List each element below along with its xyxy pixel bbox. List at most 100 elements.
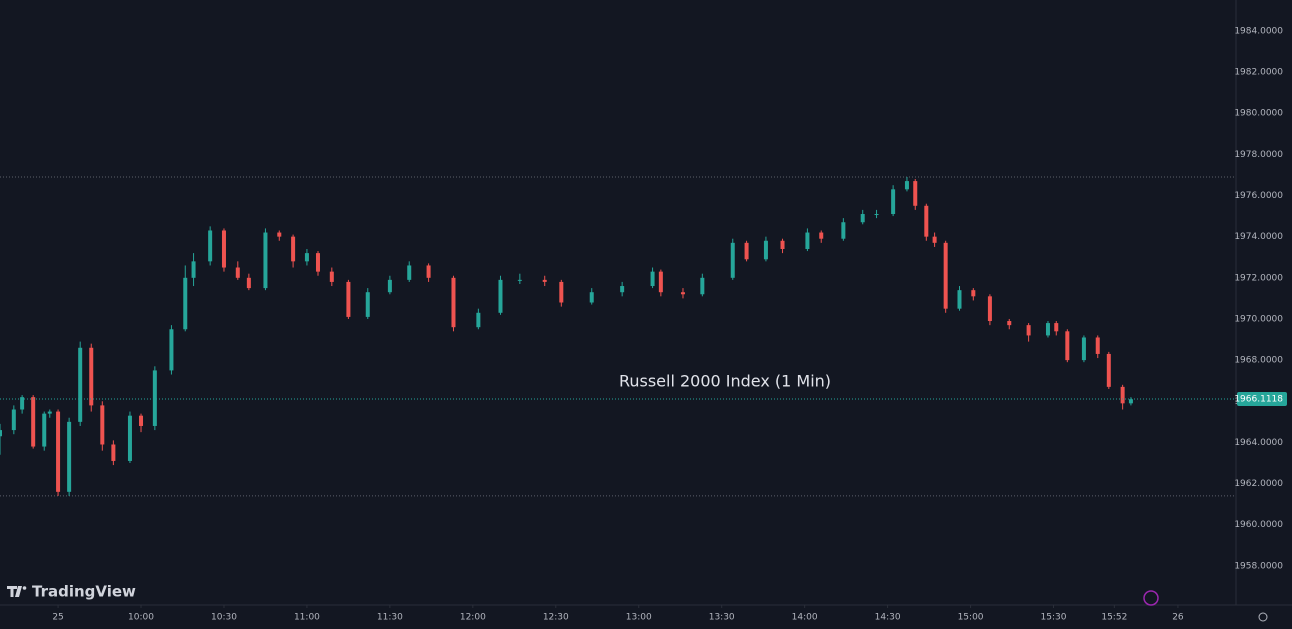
candle-body [971, 290, 976, 297]
candle-body [987, 296, 992, 322]
candle-body [860, 214, 865, 223]
candle-body [111, 444, 116, 461]
candle-body [346, 281, 351, 317]
candle-body [620, 286, 625, 293]
candle-body [191, 261, 196, 278]
x-tick-label: 13:30 [709, 613, 735, 623]
x-tick-label: 15:52 [1101, 613, 1127, 623]
candle-body [913, 181, 918, 206]
settings-icon[interactable] [1258, 612, 1268, 622]
candle-body [559, 281, 564, 303]
candle-body [589, 292, 594, 303]
x-tick-label: 10:00 [128, 613, 154, 623]
y-tick-label: 1970.0000 [1234, 314, 1283, 324]
candle-body [246, 277, 251, 289]
candle-body [89, 347, 94, 406]
candle-body [407, 265, 412, 280]
logo [7, 586, 27, 597]
y-tick-label: 1976.0000 [1234, 191, 1283, 201]
candle-body [67, 421, 72, 492]
candle-body [329, 271, 334, 282]
candle-body [169, 329, 174, 371]
candle-body [1081, 337, 1086, 361]
candle-body [263, 232, 268, 289]
chart-title: Russell 2000 Index (1 Min) [619, 372, 831, 391]
candle-body [1054, 323, 1059, 332]
x-tick-label: 25 [52, 613, 63, 623]
x-tick-label: 15:30 [1041, 613, 1067, 623]
candle-body [47, 411, 52, 414]
candle-body [235, 267, 240, 278]
candle-body [805, 232, 810, 249]
x-tick-label: 11:30 [377, 613, 403, 623]
candle-body [78, 347, 83, 422]
candle-body [680, 292, 685, 295]
candle-body [891, 189, 896, 215]
x-tick-label: 14:00 [792, 613, 818, 623]
candle-body [1120, 386, 1125, 404]
candle-body [943, 242, 948, 309]
candle-body [476, 312, 481, 328]
candle-body [127, 415, 132, 461]
candle-body [387, 279, 392, 293]
candle-body [291, 236, 296, 262]
candle-body [56, 411, 61, 492]
y-tick-label: 1984.0000 [1234, 26, 1283, 36]
candle-body [1026, 325, 1031, 336]
candle-body [498, 279, 503, 313]
candle-body [957, 290, 962, 309]
candle-body [932, 236, 937, 243]
candle-body [730, 242, 735, 278]
watermark: TradingView [32, 583, 136, 601]
x-tick-label: 12:30 [543, 613, 569, 623]
candle-body [780, 240, 785, 249]
y-tick-label: 1982.0000 [1234, 68, 1283, 78]
candle-body [365, 292, 370, 317]
candle-body [517, 279, 522, 281]
candle-body [426, 265, 431, 278]
y-tick-label: 1968.0000 [1234, 356, 1283, 366]
x-tick-label: 14:30 [875, 613, 901, 623]
candle-body [0, 430, 2, 437]
last-price-badge [1237, 391, 1287, 406]
candle-body [42, 413, 47, 447]
candle-body [152, 370, 157, 426]
candle-body [542, 279, 547, 282]
candle-body [315, 253, 320, 272]
y-tick-label: 1978.0000 [1234, 150, 1283, 160]
candle-body [1106, 353, 1111, 387]
x-tick-label: 13:00 [626, 613, 652, 623]
candle-body [1007, 321, 1012, 326]
candle-body [277, 232, 282, 237]
y-tick-label: 1972.0000 [1234, 273, 1283, 283]
candle-body [658, 271, 663, 293]
candle-body [700, 277, 705, 295]
alert-icon[interactable] [1143, 590, 1159, 606]
candle-body [139, 415, 144, 426]
candle-body [763, 240, 768, 260]
candle-body [924, 205, 929, 237]
candle-body [31, 397, 36, 447]
candle-body [183, 277, 188, 330]
candle-body [1045, 323, 1050, 336]
y-tick-label: 1958.0000 [1234, 561, 1283, 571]
candle-body [100, 405, 105, 445]
y-tick-label: 1964.0000 [1234, 438, 1283, 448]
candle-body [451, 277, 456, 328]
last-price-label: 1966.1118 [1234, 394, 1283, 404]
x-tick-label: 15:00 [958, 613, 984, 623]
candle-body [874, 214, 879, 216]
candle-body [1128, 399, 1133, 404]
candle-body [20, 397, 25, 410]
candle-body [841, 222, 846, 239]
y-tick-label: 1962.0000 [1234, 479, 1283, 489]
candle-body [304, 253, 309, 262]
candle-body [904, 181, 909, 190]
candle-body [650, 271, 655, 287]
y-tick-label: 1974.0000 [1234, 232, 1283, 242]
candle-body [1065, 331, 1070, 361]
x-tick-label: 12:00 [460, 613, 486, 623]
candle-body [11, 409, 16, 431]
